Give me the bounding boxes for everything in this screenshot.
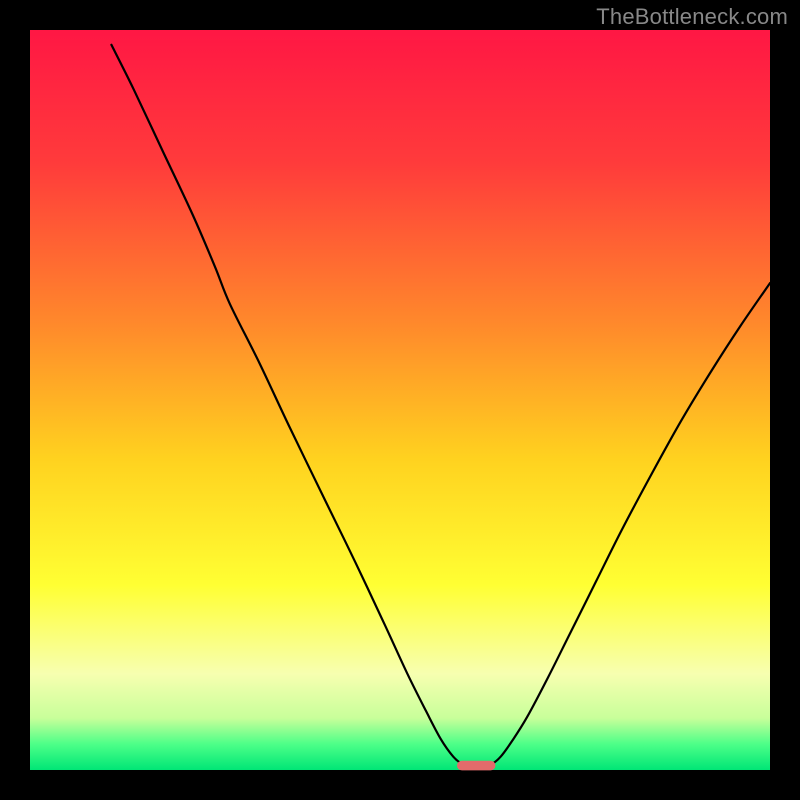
bottleneck-chart <box>0 0 800 800</box>
watermark-text: TheBottleneck.com <box>596 4 788 30</box>
optimal-point-marker <box>457 761 495 771</box>
